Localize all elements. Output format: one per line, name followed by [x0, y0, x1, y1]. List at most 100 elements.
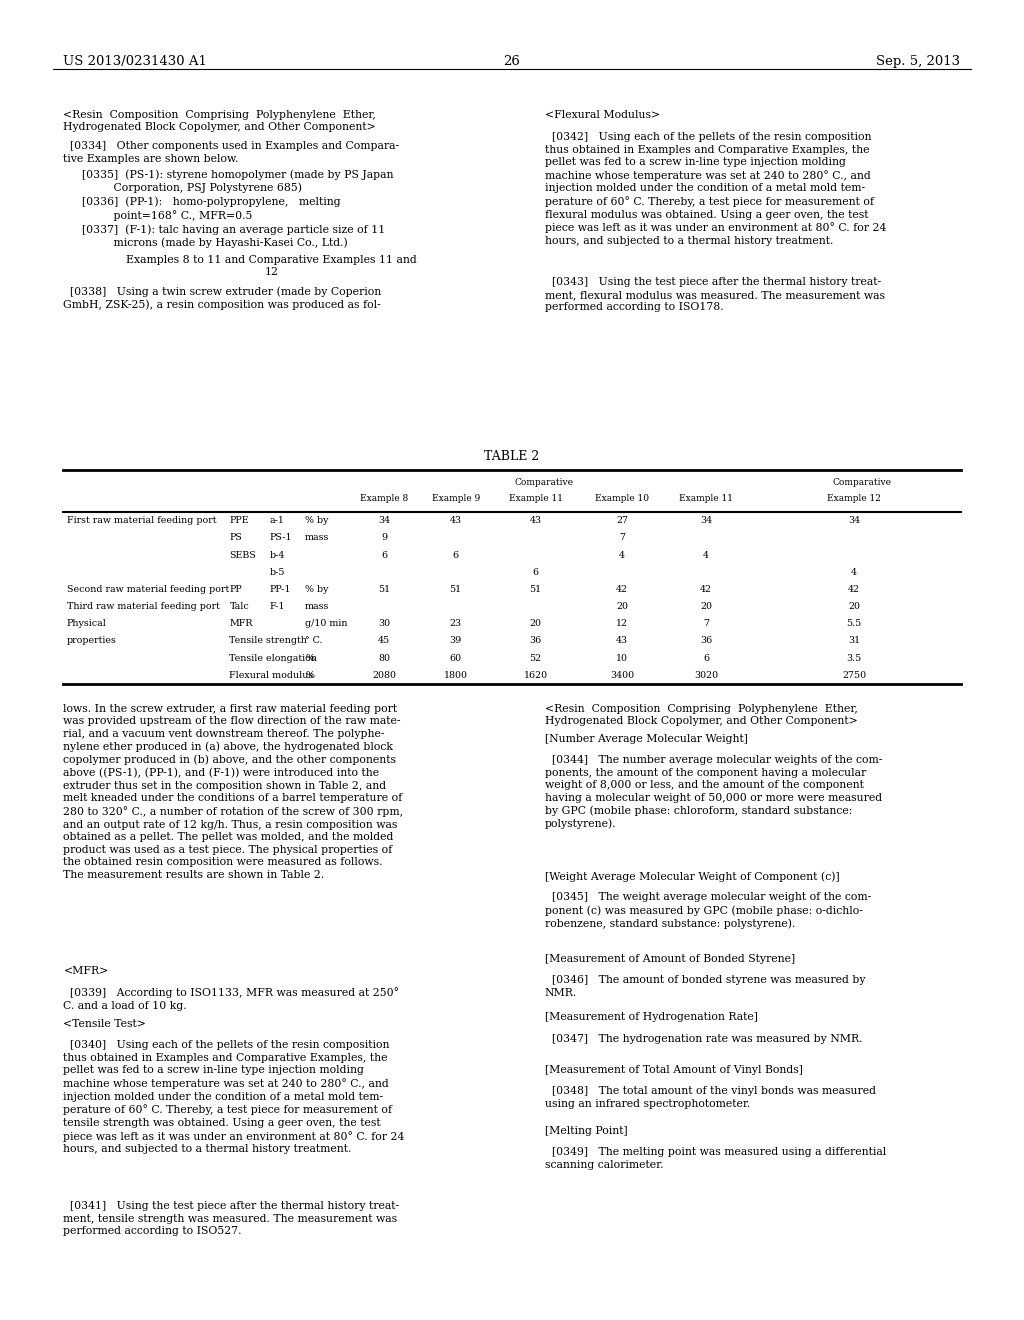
Text: 12: 12	[616, 619, 628, 628]
Text: 34: 34	[700, 516, 712, 525]
Text: 34: 34	[848, 516, 860, 525]
Text: b-4: b-4	[269, 550, 285, 560]
Text: 9: 9	[381, 533, 387, 543]
Text: [0335]  (PS-1): styrene homopolymer (made by PS Japan
         Corporation, PSJ : [0335] (PS-1): styrene homopolymer (made…	[82, 169, 393, 193]
Text: [0342]   Using each of the pellets of the resin composition
thus obtained in Exa: [0342] Using each of the pellets of the …	[545, 132, 886, 246]
Text: [Measurement of Hydrogenation Rate]: [Measurement of Hydrogenation Rate]	[545, 1012, 758, 1023]
Text: F-1: F-1	[269, 602, 285, 611]
Text: a-1: a-1	[269, 516, 285, 525]
Text: Comparative: Comparative	[514, 478, 573, 487]
Text: Talc: Talc	[229, 602, 249, 611]
Text: 20: 20	[616, 602, 628, 611]
Text: MFR: MFR	[229, 619, 253, 628]
Text: 3020: 3020	[694, 671, 718, 680]
Text: properties: properties	[67, 636, 117, 645]
Text: 27: 27	[616, 516, 628, 525]
Text: 31: 31	[848, 636, 860, 645]
Text: Tensile strength: Tensile strength	[229, 636, 307, 645]
Text: Third raw material feeding port: Third raw material feeding port	[67, 602, 219, 611]
Text: 30: 30	[378, 619, 390, 628]
Text: 6: 6	[381, 550, 387, 560]
Text: 7: 7	[703, 619, 709, 628]
Text: 26: 26	[504, 55, 520, 69]
Text: First raw material feeding port: First raw material feeding port	[67, 516, 216, 525]
Text: 51: 51	[450, 585, 462, 594]
Text: 10: 10	[616, 653, 628, 663]
Text: 20: 20	[529, 619, 542, 628]
Text: [0344]   The number average molecular weights of the com-
ponents, the amount of: [0344] The number average molecular weig…	[545, 755, 882, 829]
Text: [0341]   Using the test piece after the thermal history treat-
ment, tensile str: [0341] Using the test piece after the th…	[63, 1201, 399, 1237]
Text: 6: 6	[453, 550, 459, 560]
Text: <MFR>: <MFR>	[63, 966, 109, 977]
Text: 20: 20	[700, 602, 712, 611]
Text: 45: 45	[378, 636, 390, 645]
Text: 36: 36	[700, 636, 712, 645]
Text: 4: 4	[703, 550, 709, 560]
Text: 4: 4	[851, 568, 857, 577]
Text: [0340]   Using each of the pellets of the resin composition
thus obtained in Exa: [0340] Using each of the pellets of the …	[63, 1040, 404, 1154]
Text: Example 12: Example 12	[827, 494, 881, 503]
Text: mass: mass	[305, 602, 330, 611]
Text: [0334]   Other components used in Examples and Compara-
tive Examples are shown : [0334] Other components used in Examples…	[63, 141, 399, 164]
Text: Example 10: Example 10	[595, 494, 649, 503]
Text: <Resin  Composition  Comprising  Polyphenylene  Ether,
Hydrogenated Block Copoly: <Resin Composition Comprising Polyphenyl…	[63, 110, 377, 132]
Text: PP-1: PP-1	[269, 585, 291, 594]
Text: %: %	[305, 671, 314, 680]
Text: 23: 23	[450, 619, 462, 628]
Text: Example 11: Example 11	[679, 494, 733, 503]
Text: [0338]   Using a twin screw extruder (made by Coperion
GmbH, ZSK-25), a resin co: [0338] Using a twin screw extruder (made…	[63, 286, 382, 310]
Text: Example 9: Example 9	[431, 494, 480, 503]
Text: PS-1: PS-1	[269, 533, 292, 543]
Text: [0345]   The weight average molecular weight of the com-
ponent (c) was measured: [0345] The weight average molecular weig…	[545, 892, 871, 929]
Text: 4: 4	[620, 550, 625, 560]
Text: 43: 43	[616, 636, 628, 645]
Text: 42: 42	[848, 585, 860, 594]
Text: 1620: 1620	[523, 671, 548, 680]
Text: Example 8: Example 8	[359, 494, 409, 503]
Text: Tensile elongation: Tensile elongation	[229, 653, 317, 663]
Text: [0349]   The melting point was measured using a differential
scanning calorimete: [0349] The melting point was measured us…	[545, 1147, 886, 1170]
Text: Sep. 5, 2013: Sep. 5, 2013	[877, 55, 961, 69]
Text: Second raw material feeding port: Second raw material feeding port	[67, 585, 228, 594]
Text: 39: 39	[450, 636, 462, 645]
Text: PP: PP	[229, 585, 242, 594]
Text: [0347]   The hydrogenation rate was measured by NMR.: [0347] The hydrogenation rate was measur…	[545, 1034, 862, 1044]
Text: Flexural modulus: Flexural modulus	[229, 671, 313, 680]
Text: 1800: 1800	[443, 671, 468, 680]
Text: Comparative: Comparative	[833, 478, 892, 487]
Text: lows. In the screw extruder, a first raw material feeding port
was provided upst: lows. In the screw extruder, a first raw…	[63, 704, 403, 880]
Text: b-5: b-5	[269, 568, 285, 577]
Text: 52: 52	[529, 653, 542, 663]
Text: 42: 42	[700, 585, 712, 594]
Text: [Weight Average Molecular Weight of Component (c)]: [Weight Average Molecular Weight of Comp…	[545, 871, 840, 882]
Text: 42: 42	[616, 585, 628, 594]
Text: 20: 20	[848, 602, 860, 611]
Text: 80: 80	[378, 653, 390, 663]
Text: US 2013/0231430 A1: US 2013/0231430 A1	[63, 55, 208, 69]
Text: [Number Average Molecular Weight]: [Number Average Molecular Weight]	[545, 734, 748, 744]
Text: %: %	[305, 653, 314, 663]
Text: 43: 43	[450, 516, 462, 525]
Text: % by: % by	[305, 585, 329, 594]
Text: [0346]   The amount of bonded styrene was measured by
NMR.: [0346] The amount of bonded styrene was …	[545, 975, 865, 998]
Text: 34: 34	[378, 516, 390, 525]
Text: mass: mass	[305, 533, 330, 543]
Text: Example 11: Example 11	[509, 494, 562, 503]
Text: 5.5: 5.5	[847, 619, 861, 628]
Text: <Tensile Test>: <Tensile Test>	[63, 1019, 146, 1030]
Text: [Melting Point]: [Melting Point]	[545, 1126, 628, 1137]
Text: [Measurement of Amount of Bonded Styrene]: [Measurement of Amount of Bonded Styrene…	[545, 954, 795, 965]
Text: [0337]  (F-1): talc having an average particle size of 11
         microns (made: [0337] (F-1): talc having an average par…	[82, 224, 385, 248]
Text: % by: % by	[305, 516, 329, 525]
Text: PPE: PPE	[229, 516, 249, 525]
Text: [Measurement of Total Amount of Vinyl Bonds]: [Measurement of Total Amount of Vinyl Bo…	[545, 1065, 803, 1076]
Text: <Flexural Modulus>: <Flexural Modulus>	[545, 110, 659, 120]
Text: [0343]   Using the test piece after the thermal history treat-
ment, flexural mo: [0343] Using the test piece after the th…	[545, 277, 885, 313]
Text: Examples 8 to 11 and Comparative Examples 11 and
12: Examples 8 to 11 and Comparative Example…	[126, 255, 417, 277]
Text: 6: 6	[703, 653, 709, 663]
Text: 3400: 3400	[610, 671, 634, 680]
Text: <Resin  Composition  Comprising  Polyphenylene  Ether,
Hydrogenated Block Copoly: <Resin Composition Comprising Polyphenyl…	[545, 704, 858, 726]
Text: 2080: 2080	[372, 671, 396, 680]
Text: g/10 min: g/10 min	[305, 619, 348, 628]
Text: [0339]   According to ISO1133, MFR was measured at 250°
C. and a load of 10 kg.: [0339] According to ISO1133, MFR was mea…	[63, 987, 399, 1011]
